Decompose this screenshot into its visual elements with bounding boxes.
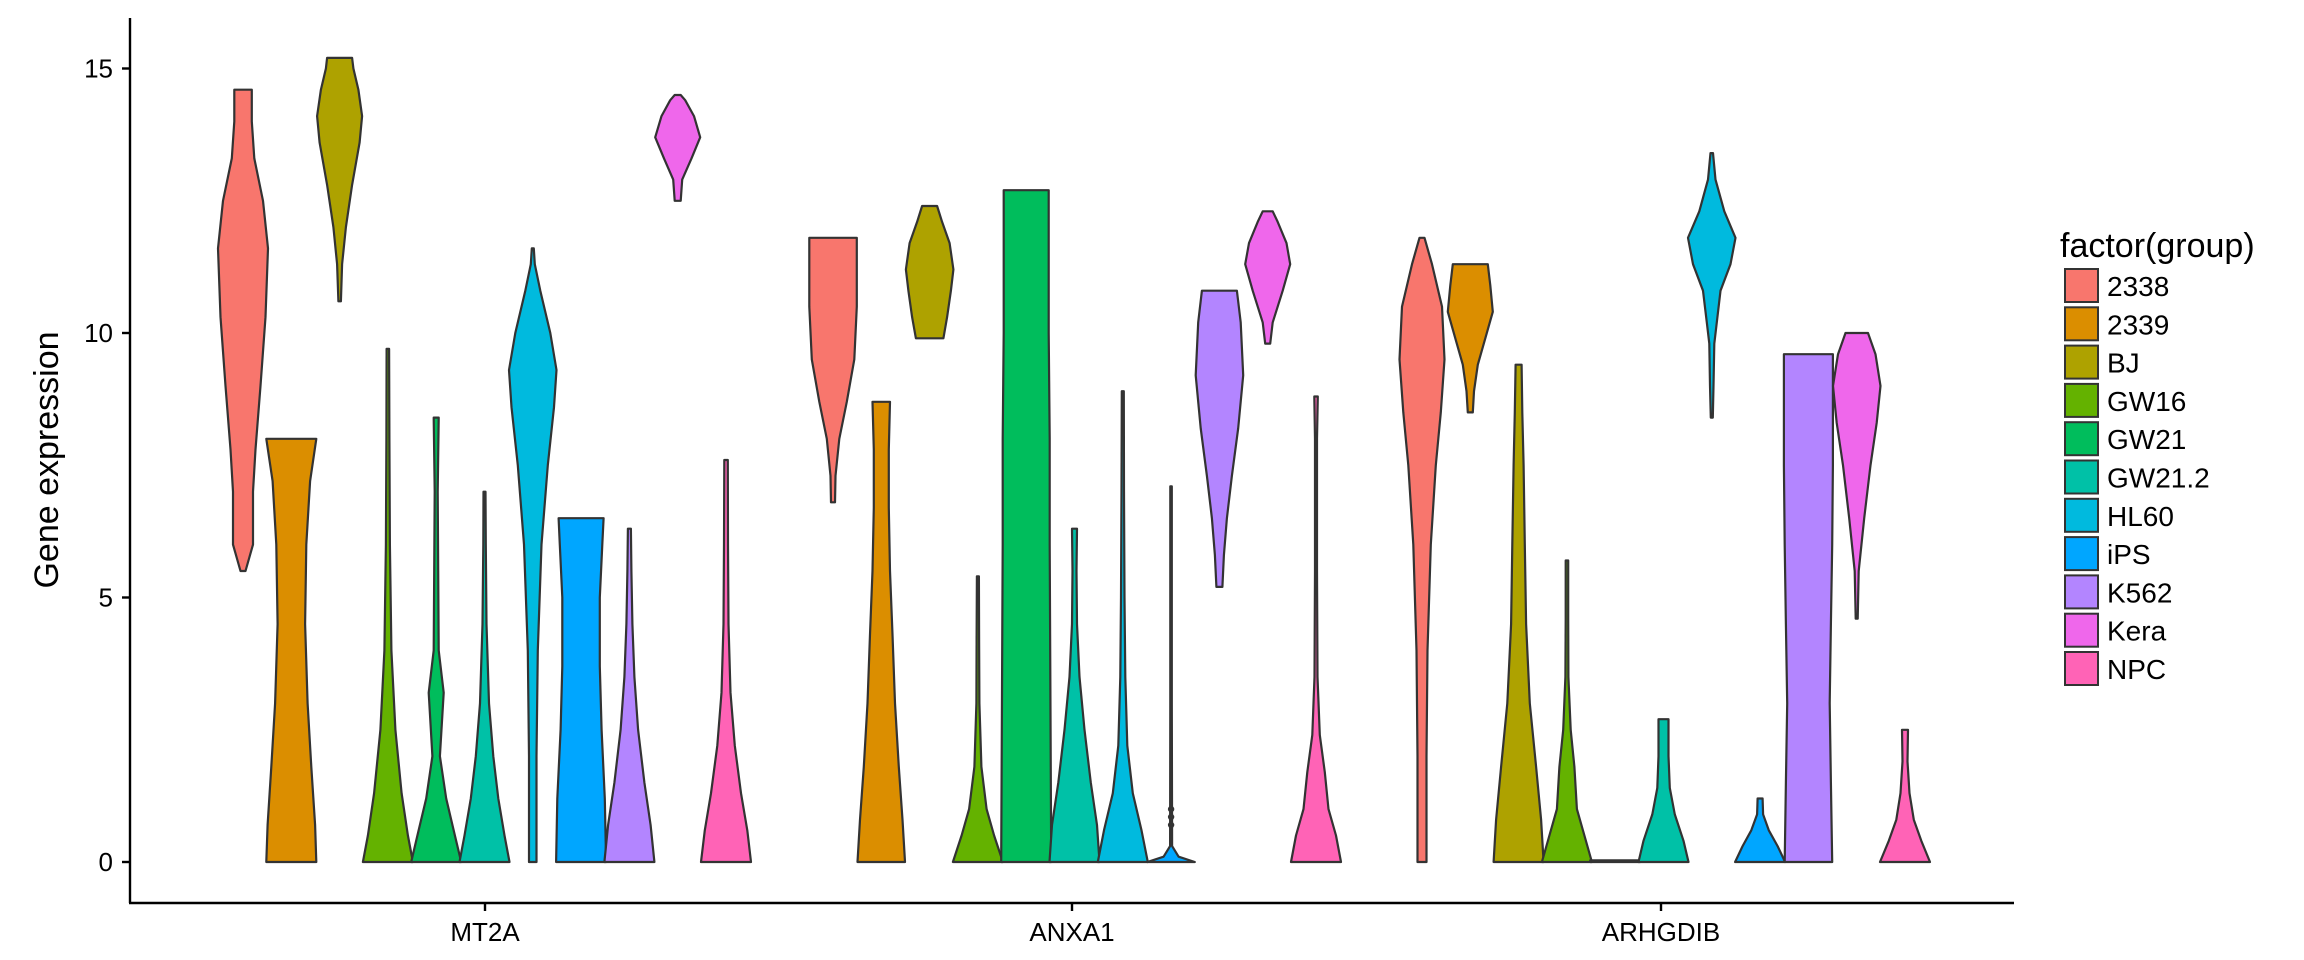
legend-title: factor(group) (2060, 227, 2255, 265)
violin-mt2a-ips (555, 517, 608, 864)
violin-anxa1-bj (904, 204, 955, 340)
violin-anxa1-2339 (856, 400, 907, 864)
legend-key (2064, 421, 2099, 457)
y-tick-label: 5 (99, 583, 113, 613)
violin-arhgdib-gw16 (1540, 559, 1593, 864)
y-tick-label: 0 (99, 847, 113, 877)
legend-label: iPS (2107, 539, 2151, 570)
violin-arhgdib-2339 (1446, 263, 1494, 414)
y-tick-label: 15 (84, 54, 113, 84)
violin-mt2a-2339 (265, 437, 318, 864)
y-ticks: 0 5 10 15 (84, 54, 130, 877)
violin-arhgdib-hl60 (1686, 152, 1737, 419)
legend-label: BJ (2107, 348, 2140, 379)
violin-anxa1-gw21 (1000, 189, 1053, 864)
violin-anxa1-2338 (808, 236, 858, 504)
legend-key (2064, 382, 2099, 418)
violin-arhgdib-npc (1878, 728, 1932, 864)
legend-label: K562 (2107, 577, 2172, 608)
violin-arhgdib-gw21-2 (1637, 718, 1690, 864)
violin-mt2a-gw21 (410, 416, 463, 864)
violin-point (1167, 805, 1175, 813)
violin-anxa1-k562 (1194, 289, 1245, 588)
legend-key (2064, 574, 2099, 610)
violin-anxa1-ips (1146, 485, 1196, 864)
legend-label: 2339 (2107, 309, 2169, 340)
legend-key (2064, 344, 2099, 380)
legend-key (2064, 268, 2099, 303)
legend-label: GW16 (2107, 386, 2186, 417)
violin-anxa1-kera (1244, 210, 1292, 345)
violin-arhgdib-k562 (1782, 353, 1834, 864)
y-tick-label: 10 (84, 318, 113, 348)
legend-label: GW21 (2107, 424, 2186, 455)
violins-layer (216, 56, 1932, 864)
violin-anxa1-gw16 (951, 575, 1004, 864)
axes-layer: 0 5 10 15 MT2A ANXA1 ARHGDIB Gene expression (28, 18, 2014, 947)
y-axis-title: Gene expression (28, 331, 66, 588)
legend-label: NPC (2107, 654, 2166, 685)
violin-point (1167, 813, 1175, 821)
legend-key (2064, 306, 2099, 342)
violin-arhgdib-gw21 (1589, 859, 1642, 864)
legend-label: HL60 (2107, 501, 2174, 532)
violin-point (1167, 821, 1175, 829)
violin-anxa1-npc (1289, 395, 1343, 864)
legend-key (2064, 536, 2099, 572)
violin-mt2a-npc (699, 458, 753, 864)
violin-arhgdib-bj (1492, 363, 1545, 864)
violin-mt2a-kera (654, 93, 702, 202)
violin-mt2a-k562 (603, 527, 656, 864)
legend-items: 2338 2339 BJ GW16 GW21 GW21.2 HL60 iPS K562 Kera N… (2064, 268, 2210, 686)
violin-arhgdib-kera (1831, 331, 1882, 620)
violin-mt2a-hl60 (507, 247, 558, 864)
violin-anxa1-hl60 (1096, 390, 1149, 864)
x-tick-label: MT2A (450, 917, 520, 947)
legend-label: GW21.2 (2107, 463, 2210, 494)
legend-key (2064, 459, 2099, 495)
legend-label: 2338 (2107, 271, 2169, 302)
x-ticks: MT2A ANXA1 ARHGDIB (450, 903, 1720, 947)
legend-key (2064, 612, 2099, 648)
violin-anxa1-gw21-2 (1048, 527, 1101, 864)
violin-arhgdib-ips (1734, 797, 1787, 864)
violin-arhgdib-2338 (1398, 236, 1446, 864)
violin-mt2a-gw16 (361, 347, 414, 864)
legend-key (2064, 497, 2099, 533)
legend: factor(group) 2338 2339 BJ GW16 GW21 GW21.2 HL… (2060, 227, 2255, 686)
violin-mt2a-bj (316, 56, 364, 303)
legend-key (2064, 651, 2099, 686)
x-tick-label: ARHGDIB (1602, 917, 1720, 947)
x-tick-label: ANXA1 (1029, 917, 1114, 947)
violin-mt2a-2338 (216, 88, 270, 573)
violin-mt2a-gw21-2 (458, 490, 511, 864)
legend-label: Kera (2107, 616, 2167, 647)
